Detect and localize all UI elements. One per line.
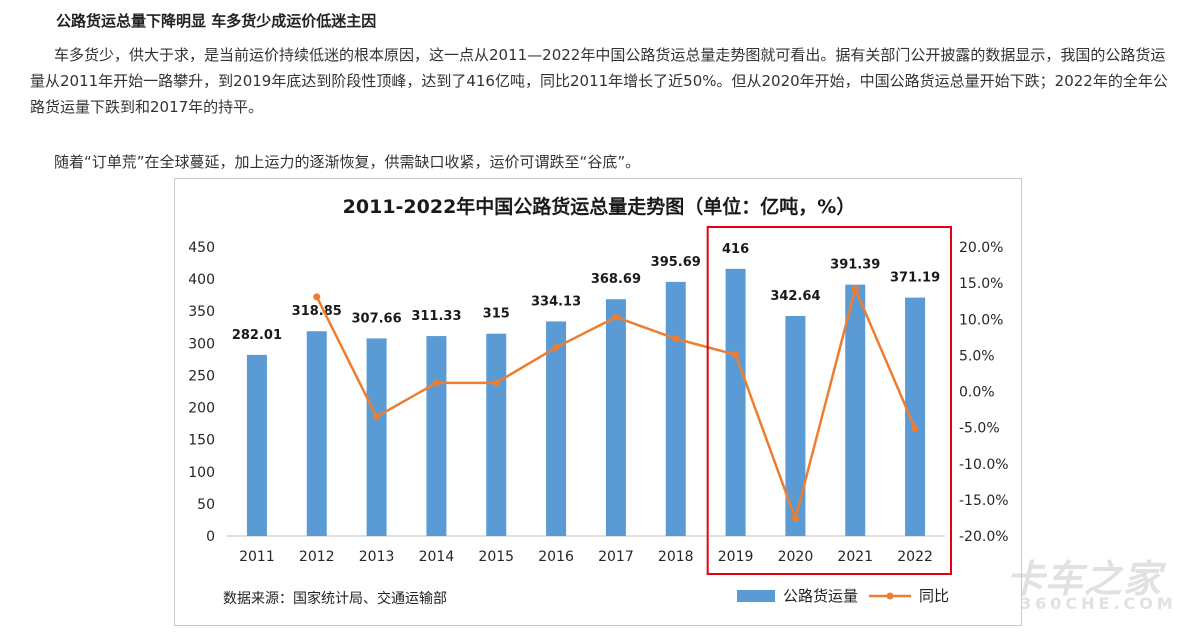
chart-source-note: 数据来源：国家统计局、交通运输部	[223, 590, 447, 607]
left-axis-tick-label: 400	[188, 272, 215, 288]
bar	[546, 321, 567, 536]
site-watermark: 卡车之家 360CHE.COM	[1006, 548, 1186, 618]
right-axis-tick-label: 20.0%	[959, 240, 1003, 256]
yoy-point	[672, 335, 680, 343]
chart-canvas: 2011-2022年中国公路货运总量走势图（单位：亿吨，%） 数据来源：国家统计…	[188, 195, 1009, 607]
bar	[426, 336, 447, 536]
x-axis-tick-label: 2015	[478, 549, 514, 565]
x-axis-tick-label: 2013	[359, 549, 395, 565]
bar-data-label: 368.69	[591, 272, 641, 287]
bar	[785, 315, 806, 536]
legend-line-marker	[886, 592, 894, 600]
right-axis-tick-label: 5.0%	[959, 348, 995, 364]
bar-data-label: 307.66	[351, 311, 401, 326]
bar-data-label: 395.69	[651, 255, 701, 270]
yoy-point	[492, 379, 500, 387]
x-axis-tick-label: 2018	[658, 549, 694, 565]
x-axis-tick-label: 2021	[837, 549, 873, 565]
left-axis-tick-label: 200	[188, 401, 215, 417]
left-axis-tick-label: 350	[188, 304, 215, 320]
article-heading: 公路货运总量下降明显 车多货少成运价低迷主因	[56, 12, 377, 30]
left-axis-tick-label: 0	[206, 529, 215, 545]
yoy-point	[911, 424, 919, 432]
yoy-point	[373, 413, 381, 421]
watermark-logo-text: 卡车之家	[1006, 557, 1163, 601]
left-axis-tick-label: 300	[188, 336, 215, 352]
bar-data-label: 342.64	[770, 289, 820, 304]
bar-data-label: 371.19	[890, 271, 940, 286]
watermark-url: 360CHE.COM	[1020, 594, 1177, 613]
right-axis-tick-label: -5.0%	[959, 421, 1000, 437]
bar-data-label: 318.85	[292, 304, 342, 319]
bar	[845, 284, 866, 536]
bar	[725, 268, 746, 536]
right-axis-tick-label: 0.0%	[959, 385, 995, 401]
yoy-point	[313, 293, 321, 301]
x-axis-tick-label: 2022	[897, 549, 933, 565]
right-axis-tick-label: -15.0%	[959, 493, 1009, 509]
yoy-point	[732, 351, 740, 359]
paragraph-2-text: 随着“订单荒”在全球蔓延，加上运力的逐渐恢复，供需缺口收紧，运价可谓跌至“谷底”…	[54, 153, 641, 171]
yoy-point	[552, 343, 560, 351]
bar-data-label: 282.01	[232, 328, 282, 343]
legend-bar-swatch	[737, 590, 775, 602]
left-axis-tick-label: 250	[188, 368, 215, 384]
right-axis-tick-label: 15.0%	[959, 276, 1003, 292]
left-axis-tick-label: 50	[197, 497, 215, 513]
yoy-point	[432, 379, 440, 387]
bar	[605, 299, 626, 536]
bar-data-label: 391.39	[830, 258, 880, 273]
x-axis-tick-label: 2017	[598, 549, 634, 565]
bar	[366, 338, 387, 536]
left-axis-tick-label: 100	[188, 465, 215, 481]
bar-data-label: 416	[722, 242, 749, 257]
highlight-box	[706, 226, 953, 575]
yoy-point	[612, 313, 620, 321]
x-axis-tick-label: 2012	[299, 549, 335, 565]
yoy-point	[851, 285, 859, 293]
article-paragraph-1: 车多货少，供大于求，是当前运价持续低迷的根本原因，这一点从2011—2022年中…	[30, 42, 1180, 120]
article-paragraph-2: 随着“订单荒”在全球蔓延，加上运力的逐渐恢复，供需缺口收紧，运价可谓跌至“谷底”…	[30, 149, 1180, 175]
legend-line-label: 同比	[919, 587, 949, 605]
x-axis-tick-label: 2011	[239, 549, 275, 565]
yoy-point	[791, 515, 799, 523]
paragraph-1-text: 车多货少，供大于求，是当前运价持续低迷的根本原因，这一点从2011—2022年中…	[30, 46, 1168, 116]
legend-bar-label: 公路货运量	[783, 587, 858, 605]
bar	[246, 354, 267, 536]
x-axis-tick-label: 2019	[718, 549, 754, 565]
bar	[665, 281, 686, 536]
bar-data-label: 311.33	[411, 309, 461, 324]
freight-chart: 2011-2022年中国公路货运总量走势图（单位：亿吨，%） 数据来源：国家统计…	[174, 178, 1022, 626]
chart-title: 2011-2022年中国公路货运总量走势图（单位：亿吨，%）	[343, 195, 856, 218]
right-axis-tick-label: 10.0%	[959, 312, 1003, 328]
bar	[306, 331, 327, 536]
bar	[905, 297, 926, 536]
right-axis-tick-label: -20.0%	[959, 529, 1009, 545]
bar-data-label: 334.13	[531, 294, 581, 309]
bar-data-label: 315	[483, 307, 510, 322]
bar	[486, 333, 507, 536]
left-axis-tick-label: 150	[188, 433, 215, 449]
x-axis-tick-label: 2014	[419, 549, 455, 565]
left-axis-tick-label: 450	[188, 240, 215, 256]
x-axis-tick-label: 2020	[778, 549, 814, 565]
x-axis-tick-label: 2016	[538, 549, 574, 565]
right-axis-tick-label: -10.0%	[959, 457, 1009, 473]
